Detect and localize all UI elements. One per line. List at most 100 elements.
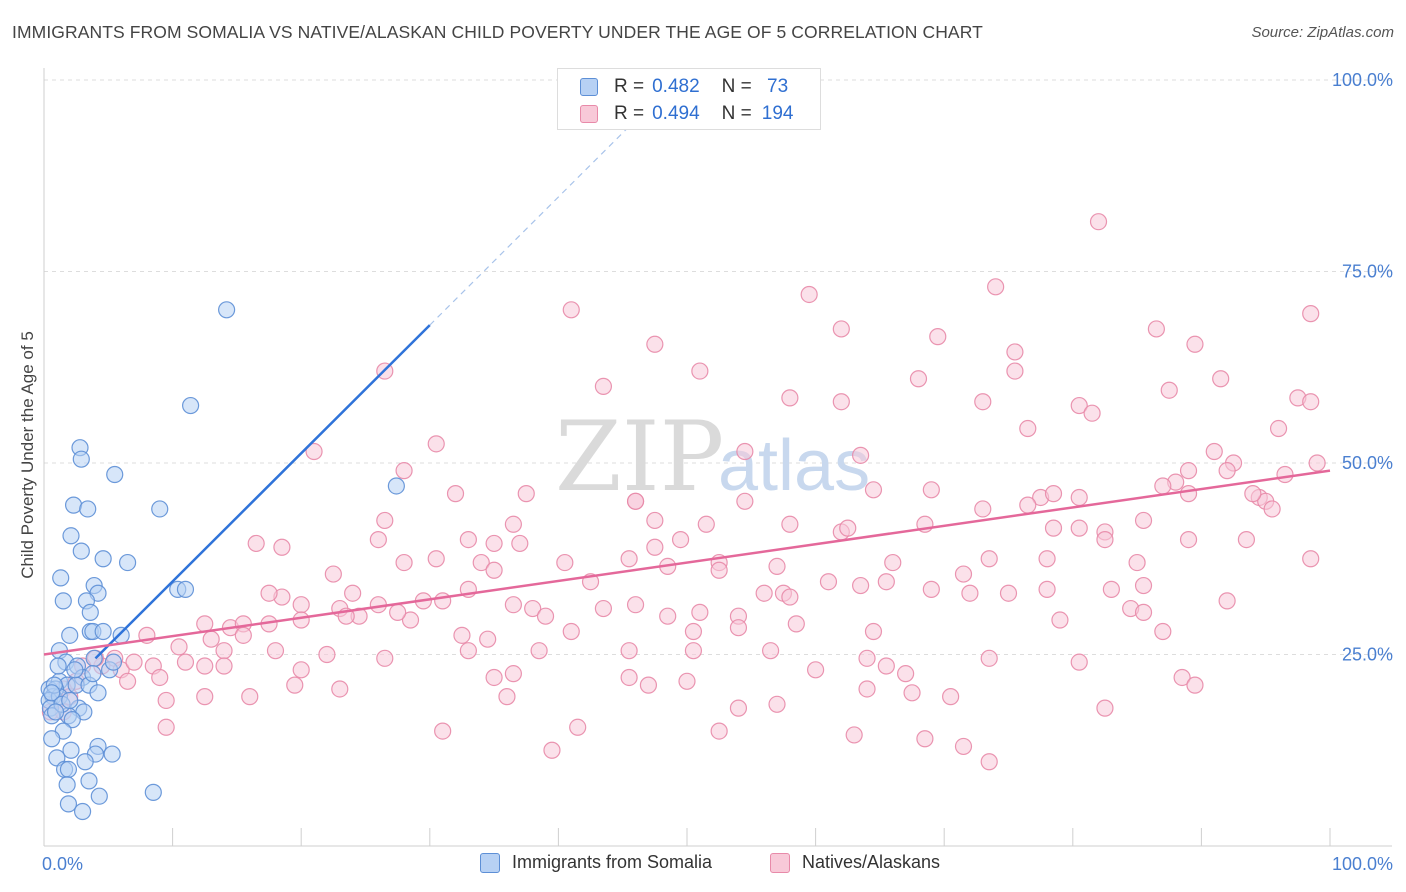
somalia-point [112, 626, 130, 644]
watermark: ZIP atlas [555, 401, 870, 513]
legend-item-somalia[interactable]: Immigrants from Somalia [480, 852, 712, 873]
legend-r-label: R = [614, 76, 645, 97]
somalia-point [72, 450, 90, 468]
somalia-point [94, 622, 112, 641]
natives-point [1218, 592, 1236, 610]
somalia-point [176, 580, 195, 598]
natives-point [1070, 488, 1088, 507]
legend-row-somalia: R = 0.482 N = 73 [580, 76, 788, 98]
natives-point [594, 599, 613, 618]
natives-point [980, 649, 998, 667]
somalia-point [79, 500, 97, 518]
natives-point [832, 320, 850, 338]
natives-point [1096, 530, 1114, 549]
somalia-point [387, 477, 405, 495]
somalia-point [104, 653, 123, 671]
natives-point [536, 607, 555, 625]
y-tick-label: 25.0% [1342, 645, 1393, 665]
natives-point [292, 611, 310, 629]
natives-point [1154, 477, 1172, 495]
legend-item-natives[interactable]: Natives/Alaskans [770, 852, 940, 873]
natives-point [215, 642, 233, 660]
somalia-point [59, 795, 78, 813]
natives-point [504, 596, 522, 614]
somalia-point [81, 603, 99, 621]
natives-point [260, 584, 278, 602]
natives-point [961, 584, 979, 602]
natives-point [646, 538, 664, 556]
natives-point [1006, 343, 1024, 361]
natives-point [125, 653, 143, 671]
natives-point [196, 657, 214, 675]
somalia-point [144, 783, 162, 801]
natives-point [781, 389, 799, 407]
natives-point [170, 638, 188, 656]
legend-swatch-natives [580, 105, 598, 123]
natives-point [504, 515, 522, 533]
watermark-atlas: atlas [718, 426, 870, 506]
y-tick-label: 50.0% [1342, 453, 1393, 473]
natives-point [427, 435, 445, 453]
natives-point [729, 619, 748, 637]
somalia-point [64, 496, 83, 514]
natives-point [1302, 393, 1320, 411]
natives-point [659, 607, 677, 625]
natives-point [626, 492, 645, 510]
legend-r-value: 0.494 [652, 103, 700, 124]
legend-n-value: 194 [761, 103, 794, 124]
somalia-point [46, 703, 65, 721]
natives-point [806, 661, 825, 679]
natives-point [517, 485, 535, 503]
natives-point [498, 688, 516, 706]
natives-point [556, 553, 574, 572]
natives-point [1308, 454, 1326, 472]
natives-point [459, 530, 477, 549]
natives-point [215, 657, 233, 675]
natives-point [1134, 603, 1153, 621]
natives-point [729, 699, 748, 717]
natives-point [999, 584, 1018, 602]
legend-swatch-somalia [480, 852, 500, 873]
natives-point [954, 565, 973, 583]
somalia-point [66, 661, 84, 679]
natives-point [710, 561, 728, 579]
natives-point [858, 649, 876, 667]
natives-point [176, 653, 195, 671]
chart-title: IMMIGRANTS FROM SOMALIA VS NATIVE/ALASKA… [12, 22, 983, 42]
natives-point [157, 718, 175, 736]
natives-point [118, 672, 137, 690]
natives-point [852, 446, 870, 464]
natives-point [511, 534, 529, 553]
natives-point [1038, 580, 1056, 598]
natives-point [710, 722, 728, 740]
natives-point [376, 511, 394, 530]
somalia-point [89, 684, 107, 702]
natives-point [761, 642, 780, 660]
natives-point [1044, 519, 1063, 537]
natives-point [845, 726, 863, 744]
natives-point [569, 718, 587, 736]
somalia-point [151, 500, 169, 518]
natives-point [832, 393, 850, 411]
somalia-point [94, 550, 112, 568]
somalia-point [106, 465, 124, 484]
natives-point [864, 481, 883, 499]
natives-point [768, 557, 786, 576]
natives-point [1179, 485, 1198, 503]
natives-point [1038, 550, 1056, 568]
tick-labels: 25.0% 50.0% 75.0% 100.0% 0.0% 100.0% [42, 70, 1393, 874]
somalia-point [218, 301, 236, 319]
somalia-point [61, 691, 79, 710]
natives-point [684, 642, 703, 660]
natives-point [157, 691, 175, 710]
legend-r-value: 0.482 [652, 76, 700, 97]
x-tick-label: 100.0% [1332, 854, 1393, 874]
somalia-point [61, 626, 79, 644]
natives-point [344, 584, 362, 602]
natives-point [1276, 465, 1294, 484]
natives-point [427, 550, 445, 568]
natives-point [395, 553, 413, 572]
natives-point [781, 588, 799, 606]
trendlines [43, 119, 1331, 660]
natives-point [266, 642, 285, 660]
